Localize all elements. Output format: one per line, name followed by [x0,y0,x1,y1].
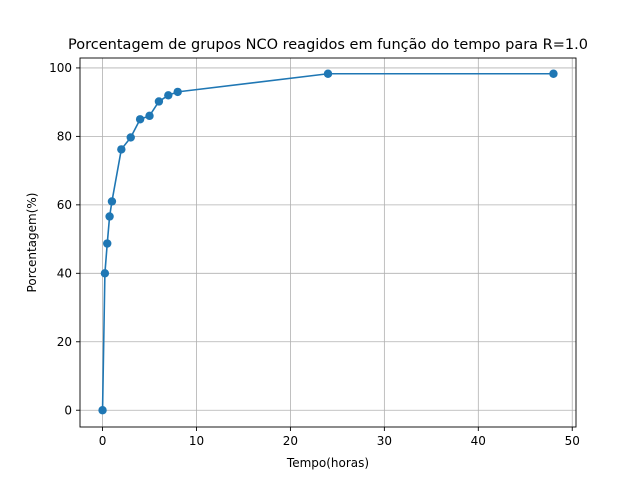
data-point [173,87,182,97]
x-tick-label: 20 [283,434,298,448]
plot-frame [79,57,577,428]
x-ticks: 0 10 20 30 40 50 [99,427,580,448]
data-point [117,145,126,154]
chart-title: Porcentagem de grupos NCO reagidos em fu… [68,37,588,53]
x-tick-label: 0 [99,434,107,448]
series [98,69,558,415]
x-tick-label: 30 [377,434,392,448]
grid [80,58,576,427]
data-point [164,91,173,100]
x-tick-label: 10 [189,434,204,448]
x-tick-label: 40 [471,434,486,448]
y-tick-label: 0 [64,404,72,418]
x-tick-label: 50 [565,434,580,448]
data-point [126,133,135,142]
y-ticks: 0 20 40 60 80 100 [49,61,80,418]
y-tick-label: 20 [57,335,72,349]
y-axis-label: Porcentagem(%) [25,193,39,293]
y-tick-label: 60 [57,198,72,212]
data-point [107,197,117,206]
y-tick-label: 100 [49,61,72,75]
data-point [98,406,107,415]
data-point [323,69,333,78]
y-tick-label: 80 [57,130,72,144]
y-tick-label: 40 [57,267,72,281]
data-point [549,69,558,78]
data-point [100,269,110,278]
data-point [154,97,164,106]
data-point [145,111,154,121]
data-point [103,239,112,248]
data-point [135,115,145,124]
data-point [105,212,114,221]
x-axis-label: Tempo(horas) [286,456,369,470]
